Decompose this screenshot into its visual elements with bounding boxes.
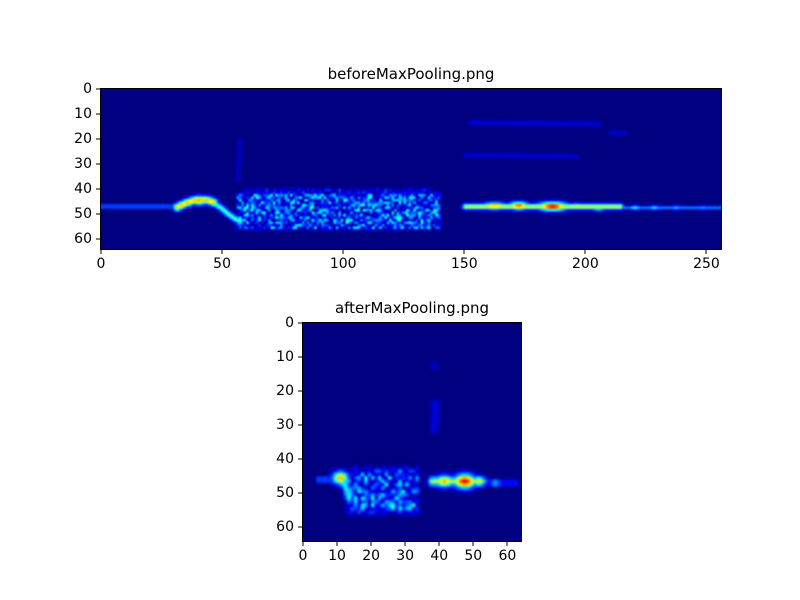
x-tick-label: 100 <box>329 256 357 272</box>
x-tick-label: 200 <box>572 256 599 272</box>
y-tick-label: 40 <box>276 451 294 468</box>
x-tick-label: 50 <box>464 548 483 564</box>
plot-title-before: beforeMaxPooling.png <box>327 65 495 83</box>
y-tick-label: 50 <box>276 485 294 502</box>
x-tick-mark <box>472 542 474 546</box>
x-tick-mark <box>336 542 338 546</box>
x-tick-label: 0 <box>298 548 308 564</box>
x-tick-mark <box>463 250 465 254</box>
x-tick-label: 30 <box>396 548 415 564</box>
x-tick-label: 0 <box>96 256 106 272</box>
x-tick-mark <box>506 542 508 546</box>
x-tick-mark <box>438 542 440 546</box>
x-tick-mark <box>342 250 344 254</box>
subplot-before-maxpooling: beforeMaxPooling.png 0 50 100 150 200 250 0 10… <box>74 65 722 272</box>
y-tick-mark <box>96 213 100 215</box>
y-tick-mark <box>298 492 302 494</box>
y-tick-mark <box>298 356 302 358</box>
heatmap-image-before <box>101 89 721 249</box>
x-tick-mark <box>100 250 102 254</box>
y-tick-label: 40 <box>74 181 92 197</box>
y-tick-label: 0 <box>285 315 294 331</box>
y-tick-mark <box>298 322 302 324</box>
y-tick-label: 10 <box>276 349 294 366</box>
x-tick-label: 50 <box>213 256 232 272</box>
x-tick-label: 60 <box>498 548 517 564</box>
y-tick-label: 60 <box>276 519 294 536</box>
y-tick-label: 50 <box>74 206 92 222</box>
y-tick-mark <box>96 163 100 165</box>
y-tick-mark <box>298 390 302 392</box>
y-tick-mark <box>96 138 100 140</box>
plot-title-after: afterMaxPooling.png <box>334 299 490 317</box>
y-tick-mark <box>96 113 100 115</box>
x-tick-mark <box>705 250 707 254</box>
x-tick-label: 150 <box>450 256 478 272</box>
x-tick-mark <box>404 542 406 546</box>
y-tick-mark <box>96 188 100 190</box>
x-tick-label: 250 <box>693 256 720 272</box>
subplot-after-maxpooling: afterMaxPooling.png 0 10 20 30 40 50 60 0 10 20 3… <box>276 299 522 564</box>
x-tick-mark <box>221 250 223 254</box>
x-tick-label: 40 <box>430 548 449 564</box>
y-tick-label: 10 <box>74 106 92 122</box>
y-tick-label: 60 <box>74 231 92 247</box>
y-tick-label: 30 <box>276 417 294 434</box>
y-tick-mark <box>298 424 302 426</box>
x-tick-mark <box>370 542 372 546</box>
y-tick-label: 20 <box>276 383 294 400</box>
y-tick-mark <box>96 238 100 240</box>
y-tick-mark <box>298 526 302 528</box>
x-tick-label: 20 <box>362 548 381 564</box>
x-tick-label: 10 <box>328 548 346 564</box>
heatmap-image-after <box>303 323 521 541</box>
y-tick-label: 0 <box>83 81 92 97</box>
y-tick-label: 30 <box>74 156 92 172</box>
y-tick-label: 20 <box>74 131 92 147</box>
y-tick-mark <box>96 88 100 90</box>
x-tick-mark <box>584 250 586 254</box>
y-tick-mark <box>298 458 302 460</box>
x-tick-mark <box>302 542 304 546</box>
